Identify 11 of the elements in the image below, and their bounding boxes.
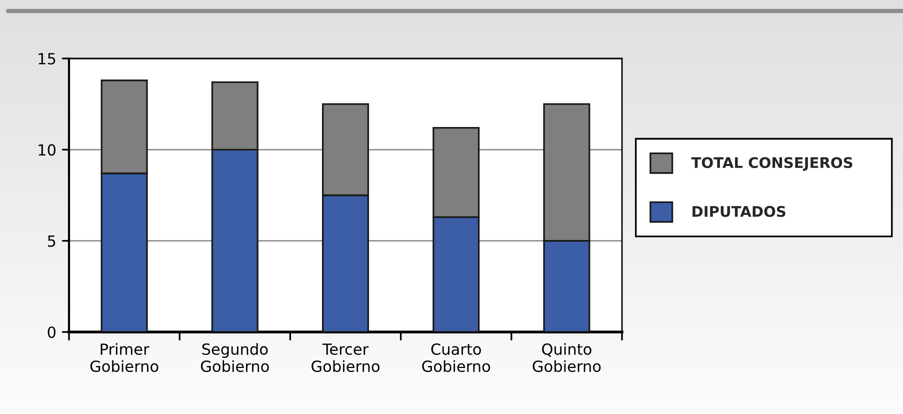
x-tick-label: Primer Gobierno — [90, 343, 158, 372]
legend-label: TOTAL CONSEJEROS — [691, 157, 852, 171]
y-tick-label: 15 — [38, 53, 56, 65]
x-tick-label: Segundo Gobierno — [200, 343, 269, 372]
y-tick-label: 0 — [48, 326, 56, 338]
y-tick-label: 10 — [38, 144, 56, 156]
legend-label: DIPUTADOS — [692, 206, 786, 217]
x-tick-label: Quinto Gobierno — [532, 343, 601, 372]
x-tick-label: Tercer Gobierno — [312, 344, 380, 372]
x-tick-label: Cuarto Gobierno — [422, 343, 490, 372]
y-tick-label: 5 — [48, 236, 56, 247]
